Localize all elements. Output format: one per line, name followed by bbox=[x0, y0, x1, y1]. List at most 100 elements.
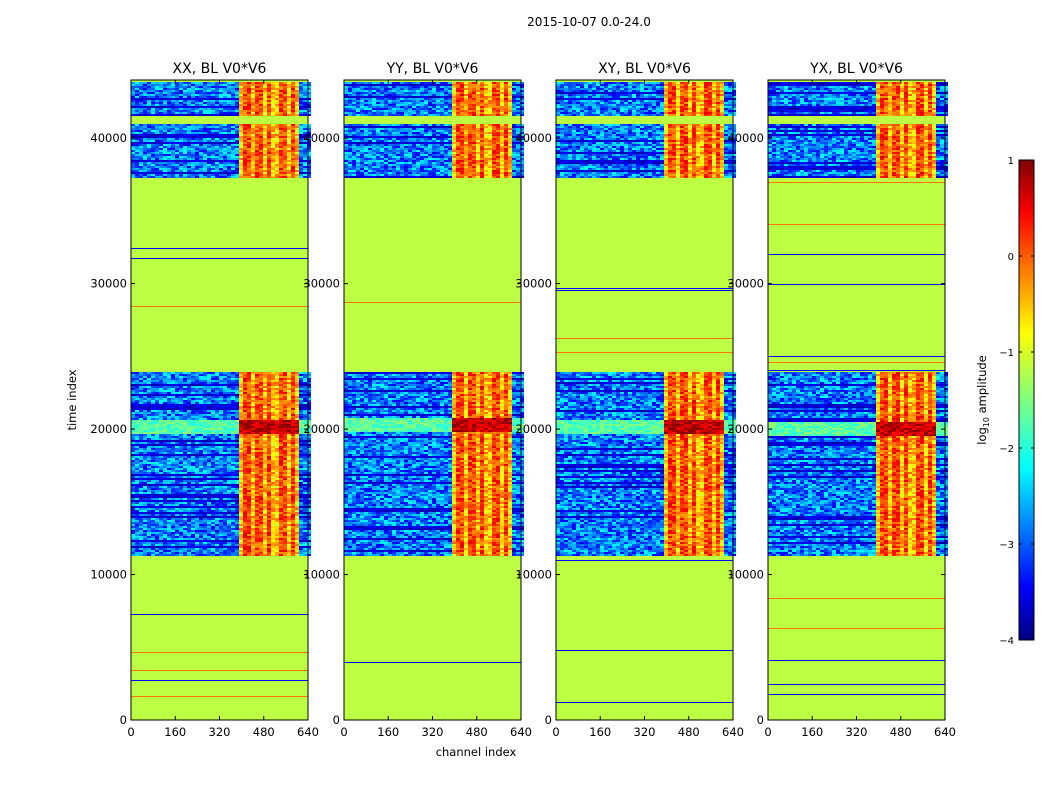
heatmap-cell bbox=[203, 388, 207, 390]
heatmap-cell bbox=[295, 478, 299, 480]
heatmap-cell bbox=[283, 472, 287, 474]
heatmap-cell bbox=[131, 154, 135, 156]
heatmap-cell bbox=[219, 148, 223, 150]
heatmap-cell bbox=[215, 88, 219, 90]
heatmap-cell bbox=[283, 154, 287, 156]
heatmap-cell bbox=[163, 128, 167, 130]
heatmap-cell bbox=[223, 462, 227, 464]
heatmap-cell bbox=[139, 430, 143, 432]
heatmap-cell bbox=[283, 460, 287, 462]
heatmap-cell bbox=[295, 472, 299, 474]
heatmap-cell bbox=[183, 100, 187, 102]
heatmap-cell bbox=[287, 430, 291, 432]
heatmap-cell bbox=[299, 378, 303, 380]
heatmap-cell bbox=[267, 448, 271, 450]
heatmap-cell bbox=[167, 412, 171, 414]
heatmap-cell bbox=[171, 436, 175, 438]
heatmap-cell bbox=[223, 148, 227, 150]
heatmap-cell bbox=[155, 484, 159, 486]
heatmap-cell bbox=[299, 426, 303, 428]
heatmap-cell bbox=[203, 468, 207, 470]
heatmap-cell bbox=[211, 162, 215, 164]
heatmap-cell bbox=[167, 112, 171, 114]
heatmap-cell bbox=[279, 150, 283, 152]
heatmap-cell bbox=[263, 468, 267, 470]
heatmap-cell bbox=[155, 166, 159, 168]
heatmap-cell bbox=[191, 420, 195, 422]
heatmap-cell bbox=[199, 446, 203, 448]
heatmap-cell bbox=[163, 428, 167, 430]
heatmap-cell bbox=[303, 162, 307, 164]
heatmap-cell bbox=[223, 106, 227, 108]
heatmap-cell bbox=[235, 410, 239, 412]
heatmap-cell bbox=[223, 382, 227, 384]
heatmap-cell bbox=[247, 466, 251, 468]
heatmap-cell bbox=[259, 482, 263, 484]
heatmap-cell bbox=[307, 458, 311, 460]
heatmap-cell bbox=[279, 498, 283, 500]
heatmap-cell bbox=[151, 476, 155, 478]
heatmap-cell bbox=[295, 378, 299, 380]
heatmap-cell bbox=[183, 490, 187, 492]
heatmap-cell bbox=[275, 408, 279, 410]
heatmap-cell bbox=[295, 462, 299, 464]
heatmap-cell bbox=[287, 484, 291, 486]
heatmap-cell bbox=[251, 376, 255, 378]
heatmap-cell bbox=[159, 158, 163, 160]
heatmap-cell bbox=[243, 496, 247, 498]
heatmap-cell bbox=[191, 124, 195, 126]
heatmap-cell bbox=[279, 492, 283, 494]
heatmap-cell bbox=[171, 430, 175, 432]
heatmap-cell bbox=[171, 450, 175, 452]
heatmap-cell bbox=[227, 168, 231, 170]
heatmap-cell bbox=[307, 406, 311, 408]
heatmap-cell bbox=[235, 478, 239, 480]
heatmap-cell bbox=[215, 90, 219, 92]
heatmap-cell bbox=[243, 136, 247, 138]
heatmap-cell bbox=[251, 124, 255, 126]
heatmap-cell bbox=[239, 168, 243, 170]
heatmap-cell bbox=[251, 84, 255, 86]
heatmap-cell bbox=[287, 162, 291, 164]
heatmap-cell bbox=[195, 492, 199, 494]
heatmap-cell bbox=[307, 488, 311, 490]
heatmap-cell bbox=[131, 170, 135, 172]
heatmap-cell bbox=[271, 414, 275, 416]
heatmap-cell bbox=[243, 176, 247, 178]
heatmap-cell bbox=[139, 88, 143, 90]
heatmap-cell bbox=[227, 390, 231, 392]
heatmap-cell bbox=[175, 496, 179, 498]
heatmap-cell bbox=[211, 442, 215, 444]
heatmap-cell bbox=[239, 108, 243, 110]
heatmap-cell bbox=[151, 438, 155, 440]
heatmap-cell bbox=[171, 492, 175, 494]
heatmap-cell bbox=[167, 434, 171, 436]
heatmap-cell bbox=[207, 152, 211, 154]
heatmap-cell bbox=[283, 412, 287, 414]
heatmap-cell bbox=[151, 386, 155, 388]
heatmap-cell bbox=[267, 414, 271, 416]
heatmap-cell bbox=[291, 154, 295, 156]
heatmap-cell bbox=[187, 132, 191, 134]
heatmap-cell bbox=[299, 176, 303, 178]
heatmap-cell bbox=[147, 504, 151, 506]
heatmap-cell bbox=[131, 408, 135, 410]
heatmap-cell bbox=[147, 110, 151, 112]
heatmap-cell bbox=[263, 406, 267, 408]
heatmap-cell bbox=[227, 162, 231, 164]
heatmap-cell bbox=[267, 472, 271, 474]
heatmap-cell bbox=[227, 108, 231, 110]
heatmap-cell bbox=[279, 462, 283, 464]
heatmap-cell bbox=[295, 492, 299, 494]
heatmap-cell bbox=[231, 432, 235, 434]
heatmap-cell bbox=[135, 500, 139, 502]
heatmap-cell bbox=[231, 386, 235, 388]
heatmap-cell bbox=[191, 404, 195, 406]
heatmap-cell bbox=[259, 456, 263, 458]
heatmap-cell bbox=[303, 160, 307, 162]
heatmap-cell bbox=[279, 94, 283, 96]
heatmap-cell bbox=[235, 130, 239, 132]
heatmap-cell bbox=[131, 96, 135, 98]
heatmap-cell bbox=[307, 108, 311, 110]
heatmap-cell bbox=[295, 392, 299, 394]
